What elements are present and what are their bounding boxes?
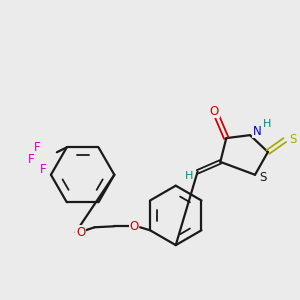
Text: O: O bbox=[210, 105, 219, 118]
Text: S: S bbox=[259, 171, 267, 184]
Text: O: O bbox=[76, 226, 85, 239]
Text: O: O bbox=[130, 220, 139, 233]
Text: F: F bbox=[40, 163, 46, 176]
Text: F: F bbox=[28, 153, 34, 166]
Text: H: H bbox=[263, 119, 271, 129]
Text: S: S bbox=[289, 133, 296, 146]
Text: F: F bbox=[34, 141, 40, 154]
Text: H: H bbox=[184, 171, 193, 181]
Text: N: N bbox=[253, 125, 261, 138]
